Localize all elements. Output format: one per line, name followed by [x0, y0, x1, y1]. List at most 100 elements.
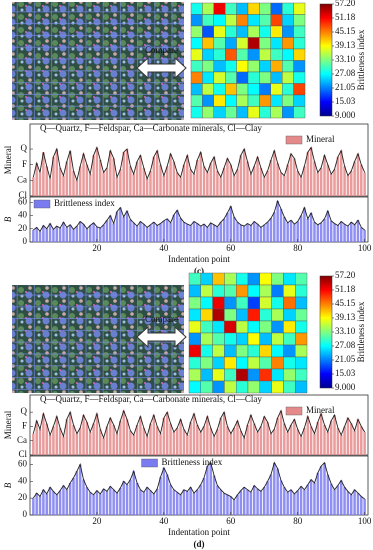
bar [145, 227, 149, 242]
bar [283, 423, 286, 455]
bar [142, 492, 146, 515]
heatmap-cell [270, 71, 283, 84]
heatmap-cell [224, 83, 237, 96]
heatmap-cell [282, 14, 294, 27]
colorbar-tick-label: 57.20 [335, 0, 356, 8]
heatmap-cell [212, 332, 225, 346]
heatmap-cell [293, 2, 306, 15]
bar [226, 158, 229, 196]
y-tick-label: 20 [18, 492, 28, 502]
heatmap-cell [190, 71, 203, 84]
heatmap-cell [212, 356, 225, 370]
bar [232, 175, 236, 196]
bar [266, 422, 269, 455]
heatmap-cell [259, 320, 272, 334]
heatmap-cell [212, 296, 225, 310]
bar [209, 462, 212, 515]
y-tick-label: 60 [18, 458, 28, 468]
bar [313, 222, 316, 242]
bar [263, 224, 266, 242]
bar [172, 214, 176, 242]
bar [326, 432, 330, 455]
bar [38, 172, 42, 196]
bar [306, 416, 310, 455]
bar [259, 426, 263, 455]
bar [45, 493, 48, 515]
bar [222, 493, 226, 515]
heatmap-cell [224, 25, 237, 38]
heatmap-cell [235, 380, 249, 394]
bar [78, 427, 82, 455]
bar [145, 178, 149, 196]
heatmap-cell [259, 71, 271, 84]
heatmap-cell [259, 308, 272, 322]
bar [329, 220, 333, 242]
bar [363, 498, 366, 515]
bar [145, 436, 149, 455]
bar [273, 150, 276, 196]
bar [42, 489, 45, 515]
bar [266, 170, 269, 196]
bar [92, 222, 95, 242]
heatmap-cell [271, 332, 284, 346]
legend-swatch [285, 135, 303, 145]
bar [169, 423, 172, 455]
bar [62, 485, 65, 515]
heatmap-cell [190, 25, 203, 38]
bar [169, 222, 172, 242]
heatmap-cell [247, 48, 260, 61]
heatmap-cell [202, 60, 214, 73]
bar [266, 222, 269, 242]
bar [65, 227, 69, 242]
bar [132, 435, 135, 455]
heatmap-cell [202, 94, 214, 107]
bar [286, 492, 289, 515]
bar [62, 436, 65, 455]
bar [189, 225, 192, 242]
bar [216, 226, 219, 242]
bar [35, 163, 38, 196]
heatmap-cell [200, 272, 213, 286]
heatmap-cell [235, 296, 249, 310]
bar [276, 468, 279, 515]
heatmap-cell [295, 308, 308, 322]
bar [192, 221, 196, 242]
bar [175, 172, 179, 196]
bar [149, 170, 152, 196]
bar [58, 228, 62, 242]
heatmap-cell [295, 332, 308, 346]
bar [42, 225, 45, 242]
bar [95, 147, 99, 196]
heatmap-cell [247, 368, 261, 382]
bar [239, 155, 243, 196]
heatmap-cell [213, 25, 226, 38]
heatmap-cell [282, 25, 294, 38]
bar [269, 433, 273, 455]
bar [65, 161, 69, 196]
bar [129, 219, 132, 242]
bar [145, 487, 149, 515]
bar [199, 484, 202, 515]
bar [182, 489, 186, 515]
heatmap-cell [235, 368, 249, 382]
heatmap-cell [247, 25, 260, 38]
heatmap-cell [188, 272, 202, 286]
legend-swatch [285, 406, 303, 416]
bar [132, 471, 135, 515]
colorbar-tick-label: 9.000 [335, 382, 356, 392]
colorbar-tick-label: 45.15 [335, 298, 356, 308]
heatmap-cell [283, 368, 296, 382]
heatmap-cell [235, 308, 249, 322]
bar [209, 222, 212, 242]
bar [68, 224, 72, 242]
bar [242, 226, 246, 242]
indent-grid [12, 2, 184, 120]
bar [236, 169, 239, 196]
bar [32, 498, 35, 515]
heatmap-cell [236, 2, 249, 15]
bar [266, 481, 269, 515]
x-tick-label: 40 [159, 243, 169, 253]
bar [219, 222, 223, 242]
heatmap-cell [212, 284, 225, 298]
